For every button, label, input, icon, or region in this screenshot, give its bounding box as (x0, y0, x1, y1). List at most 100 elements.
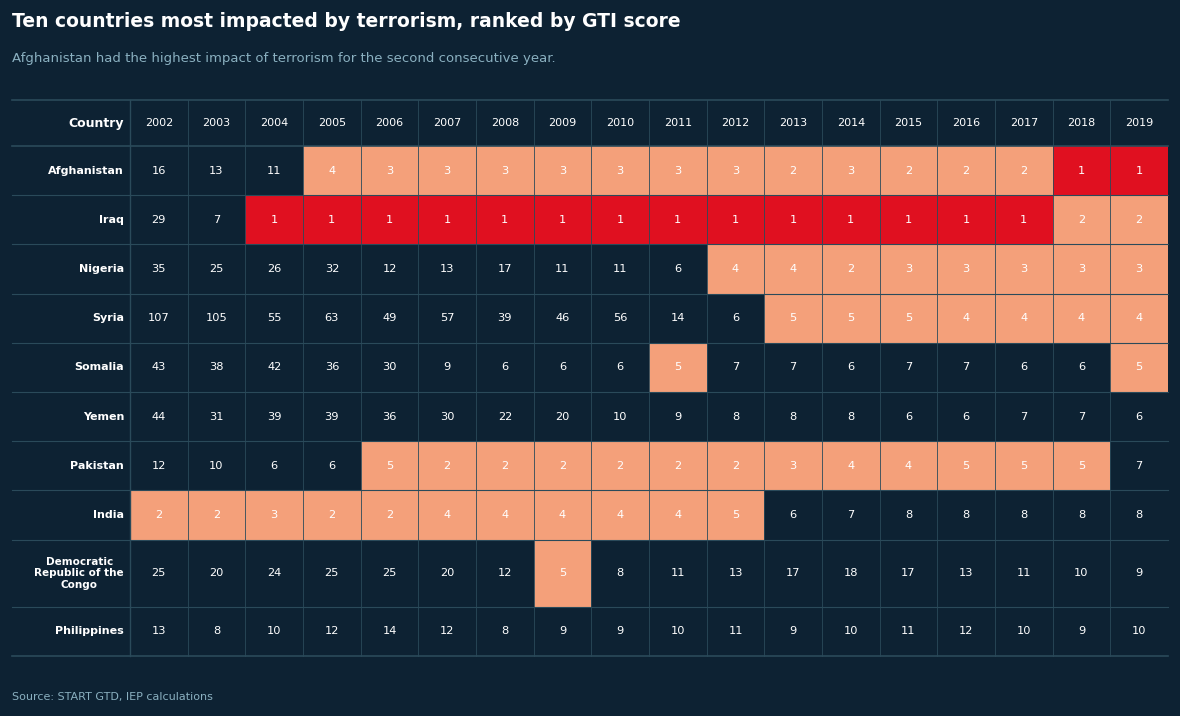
Bar (879, 540, 937, 606)
Text: 1: 1 (847, 215, 854, 225)
Text: 10: 10 (1017, 626, 1031, 637)
Text: 49: 49 (382, 313, 396, 323)
Text: 7: 7 (732, 362, 739, 372)
Text: 2: 2 (732, 461, 739, 471)
Text: 3: 3 (444, 165, 451, 175)
Text: Syria: Syria (92, 313, 124, 323)
Bar (1110, 392, 1168, 441)
Bar (879, 244, 937, 294)
Text: 13: 13 (728, 569, 742, 579)
Bar (476, 195, 533, 244)
Bar (879, 441, 937, 490)
Text: 9: 9 (559, 626, 566, 637)
Text: 56: 56 (612, 313, 628, 323)
Bar (591, 343, 649, 392)
Bar (822, 244, 879, 294)
Text: 36: 36 (324, 362, 339, 372)
Text: 36: 36 (382, 412, 396, 422)
Bar (476, 244, 533, 294)
Bar (937, 146, 995, 195)
Bar (303, 244, 361, 294)
Bar (419, 294, 476, 343)
Text: 20: 20 (209, 569, 224, 579)
Bar (245, 392, 303, 441)
Bar (130, 294, 188, 343)
Text: 8: 8 (732, 412, 739, 422)
Text: 2013: 2013 (779, 118, 807, 128)
Bar (879, 606, 937, 656)
Text: 11: 11 (267, 165, 281, 175)
Text: 1: 1 (502, 215, 509, 225)
Bar (765, 195, 822, 244)
Bar (533, 606, 591, 656)
Text: 18: 18 (844, 569, 858, 579)
Bar (995, 146, 1053, 195)
Text: 8: 8 (789, 412, 797, 422)
Bar (591, 540, 649, 606)
Bar (707, 392, 765, 441)
Bar (130, 195, 188, 244)
Bar (361, 195, 419, 244)
Text: 9: 9 (1077, 626, 1086, 637)
Text: 8: 8 (1021, 510, 1028, 520)
Text: 5: 5 (386, 461, 393, 471)
Bar (1110, 490, 1168, 540)
Bar (937, 490, 995, 540)
Bar (649, 244, 707, 294)
Text: 2008: 2008 (491, 118, 519, 128)
Bar (591, 490, 649, 540)
Bar (245, 490, 303, 540)
Text: 2010: 2010 (607, 118, 634, 128)
Bar (303, 606, 361, 656)
Text: 55: 55 (267, 313, 281, 323)
Text: 6: 6 (502, 362, 509, 372)
Bar (879, 195, 937, 244)
Text: 2016: 2016 (952, 118, 981, 128)
Text: 2: 2 (674, 461, 681, 471)
Bar (476, 606, 533, 656)
Bar (937, 244, 995, 294)
Bar (303, 294, 361, 343)
Bar (707, 294, 765, 343)
Text: Source: START GTD, IEP calculations: Source: START GTD, IEP calculations (12, 692, 212, 702)
Text: 12: 12 (959, 626, 973, 637)
Text: 32: 32 (324, 264, 339, 274)
Bar (649, 441, 707, 490)
Text: 3: 3 (1135, 264, 1142, 274)
Bar (1053, 294, 1110, 343)
Bar (1110, 441, 1168, 490)
Bar (361, 606, 419, 656)
Text: 2: 2 (1079, 215, 1086, 225)
Text: Afghanistan had the highest impact of terrorism for the second consecutive year.: Afghanistan had the highest impact of te… (12, 52, 556, 65)
Bar (995, 490, 1053, 540)
Text: 9: 9 (1135, 569, 1142, 579)
Text: 6: 6 (617, 362, 624, 372)
Text: Nigeria: Nigeria (79, 264, 124, 274)
Text: 3: 3 (789, 461, 797, 471)
Text: 2019: 2019 (1125, 118, 1153, 128)
Text: 12: 12 (152, 461, 166, 471)
Text: 24: 24 (267, 569, 281, 579)
Bar (591, 146, 649, 195)
Bar (245, 244, 303, 294)
Text: 7: 7 (963, 362, 970, 372)
Bar (533, 441, 591, 490)
Text: 4: 4 (328, 165, 335, 175)
Bar (995, 294, 1053, 343)
Text: 7: 7 (1021, 412, 1028, 422)
Bar (707, 540, 765, 606)
Bar (1053, 195, 1110, 244)
Bar (707, 441, 765, 490)
Text: 14: 14 (382, 626, 396, 637)
Text: 5: 5 (1077, 461, 1086, 471)
Bar (1053, 343, 1110, 392)
Text: 2004: 2004 (260, 118, 288, 128)
Bar (707, 146, 765, 195)
Text: 9: 9 (674, 412, 682, 422)
Text: 20: 20 (556, 412, 570, 422)
Text: 6: 6 (270, 461, 277, 471)
Text: 25: 25 (324, 569, 339, 579)
Text: 25: 25 (209, 264, 224, 274)
Text: Philippines: Philippines (55, 626, 124, 637)
Text: 12: 12 (382, 264, 396, 274)
